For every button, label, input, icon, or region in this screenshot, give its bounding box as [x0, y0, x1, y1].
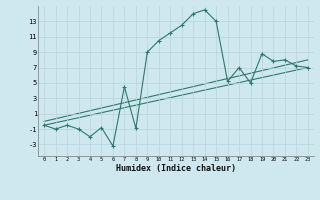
X-axis label: Humidex (Indice chaleur): Humidex (Indice chaleur) — [116, 164, 236, 173]
